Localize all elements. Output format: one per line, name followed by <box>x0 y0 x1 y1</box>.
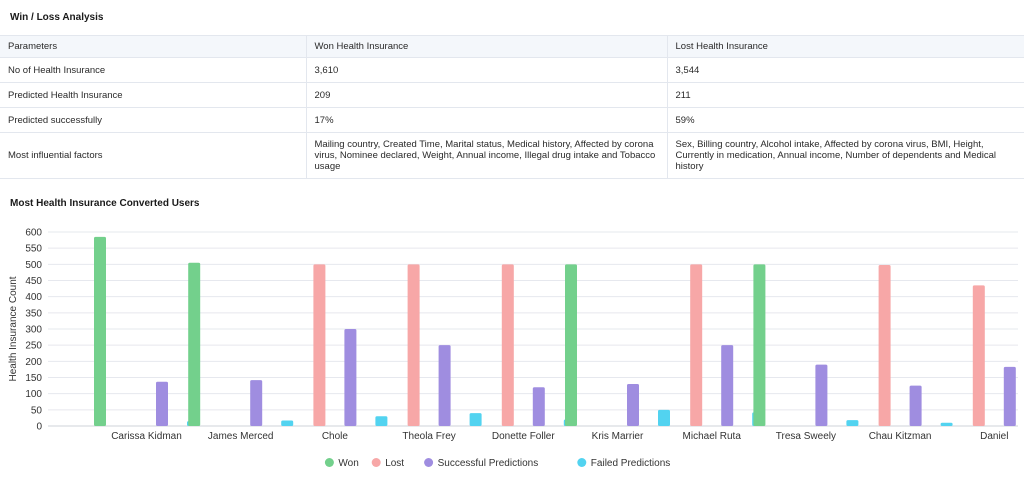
legend-swatch <box>424 458 434 467</box>
y-tick-label: 400 <box>25 292 42 303</box>
table-cell: Sex, Billing country, Alcohol intake, Af… <box>667 132 1024 179</box>
bar-successful-predictions <box>909 385 922 426</box>
legend-label: Won <box>338 458 358 469</box>
y-tick-label: 350 <box>25 308 42 319</box>
table-row: Predicted Health Insurance 209 211 <box>0 82 1024 108</box>
table-cell: 3,544 <box>667 57 1024 83</box>
y-tick-label: 500 <box>25 260 42 271</box>
legend-swatch <box>577 458 587 467</box>
x-tick-label: Tresa Sweely <box>776 431 836 442</box>
x-tick-label: Kris Marrier <box>592 431 644 442</box>
x-tick-label: Carissa Kidman <box>111 431 182 442</box>
bar-lost <box>407 264 420 426</box>
bar-won <box>753 264 766 426</box>
bar-successful-predictions <box>721 345 734 426</box>
table-cell: 209 <box>306 82 668 108</box>
win-loss-table: Parameters Won Health Insurance Lost Hea… <box>0 35 1024 179</box>
bar-successful-predictions <box>250 380 263 426</box>
table-cell: 211 <box>667 82 1024 108</box>
bar-failed-predictions <box>940 422 953 426</box>
table-row: Most influential factors Mailing country… <box>0 132 1024 179</box>
x-tick-label: James Merced <box>208 431 274 442</box>
y-tick-label: 250 <box>25 341 42 352</box>
bar-successful-predictions <box>438 345 451 426</box>
bar-failed-predictions <box>469 413 482 426</box>
y-tick-label: 450 <box>25 276 42 287</box>
bar-failed-predictions <box>375 416 388 426</box>
y-tick-label: 0 <box>36 422 42 433</box>
x-tick-label: Chole <box>322 431 349 442</box>
table-cell: Predicted successfully <box>0 107 307 133</box>
win-loss-title: Win / Loss Analysis <box>10 12 104 23</box>
y-tick-label: 100 <box>25 389 42 400</box>
bar-won <box>565 264 577 426</box>
chart-title: Most Health Insurance Converted Users <box>10 198 200 209</box>
table-cell: Mailing country, Created Time, Marital s… <box>306 132 668 179</box>
bar-failed-predictions <box>846 420 859 426</box>
y-tick-label: 50 <box>31 405 43 416</box>
bar-won <box>94 236 106 426</box>
bar-successful-predictions <box>627 383 639 426</box>
bar-successful-predictions <box>815 364 828 426</box>
x-tick-label: Daniel <box>980 431 1008 442</box>
column-header-lost: Lost Health Insurance <box>667 35 1024 58</box>
y-tick-label: 150 <box>25 373 42 384</box>
y-tick-label: 300 <box>25 325 42 336</box>
bar-successful-predictions <box>532 387 545 426</box>
bar-successful-predictions <box>156 381 168 426</box>
legend-label: Successful Predictions <box>438 458 539 469</box>
legend-label: Failed Predictions <box>591 458 670 469</box>
bar-chart: 0 50 100 150 200 250 300 350 400 450 500 550 600 Heal… <box>8 228 1018 469</box>
legend-label: Lost <box>385 458 404 469</box>
table-cell: No of Health Insurance <box>0 57 307 83</box>
bar-failed-predictions <box>281 420 294 426</box>
table-cell: Predicted Health Insurance <box>0 82 307 108</box>
legend-swatch <box>371 458 381 467</box>
table-cell: Most influential factors <box>0 132 307 179</box>
bar-lost <box>690 264 703 426</box>
bar-lost <box>972 285 985 426</box>
table-cell: 17% <box>306 107 668 133</box>
x-tick-label: Michael Ruta <box>683 431 742 442</box>
bar-lost <box>878 264 891 426</box>
y-axis-label: Health Insurance Count <box>8 276 19 381</box>
table-row: Predicted successfully 17% 59% <box>0 107 1024 133</box>
x-tick-label: Donette Foller <box>492 431 555 442</box>
bar-lost <box>501 264 514 426</box>
bar-successful-predictions <box>1003 366 1016 426</box>
x-tick-label: Theola Frey <box>402 431 455 442</box>
bar-won <box>188 262 201 426</box>
table-cell: 59% <box>667 107 1024 133</box>
table-row: No of Health Insurance 3,610 3,544 <box>0 57 1024 83</box>
y-tick-label: 550 <box>25 244 42 255</box>
table-header-row: Parameters Won Health Insurance Lost Hea… <box>0 35 1024 58</box>
bar-lost <box>313 264 326 426</box>
table-cell: 3,610 <box>306 57 668 83</box>
y-tick-label: 200 <box>25 357 42 368</box>
column-header-won: Won Health Insurance <box>306 35 668 58</box>
bar-successful-predictions <box>344 329 357 426</box>
column-header-parameters: Parameters <box>0 35 307 58</box>
x-tick-label: Chau Kitzman <box>869 431 932 442</box>
legend-swatch <box>324 458 334 467</box>
bar-failed-predictions <box>658 409 670 426</box>
y-tick-label: 600 <box>25 228 42 239</box>
